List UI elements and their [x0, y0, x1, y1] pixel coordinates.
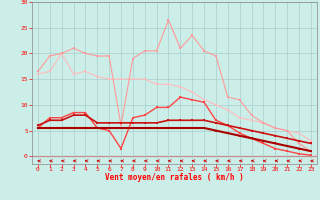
X-axis label: Vent moyen/en rafales ( km/h ): Vent moyen/en rafales ( km/h ): [105, 173, 244, 182]
